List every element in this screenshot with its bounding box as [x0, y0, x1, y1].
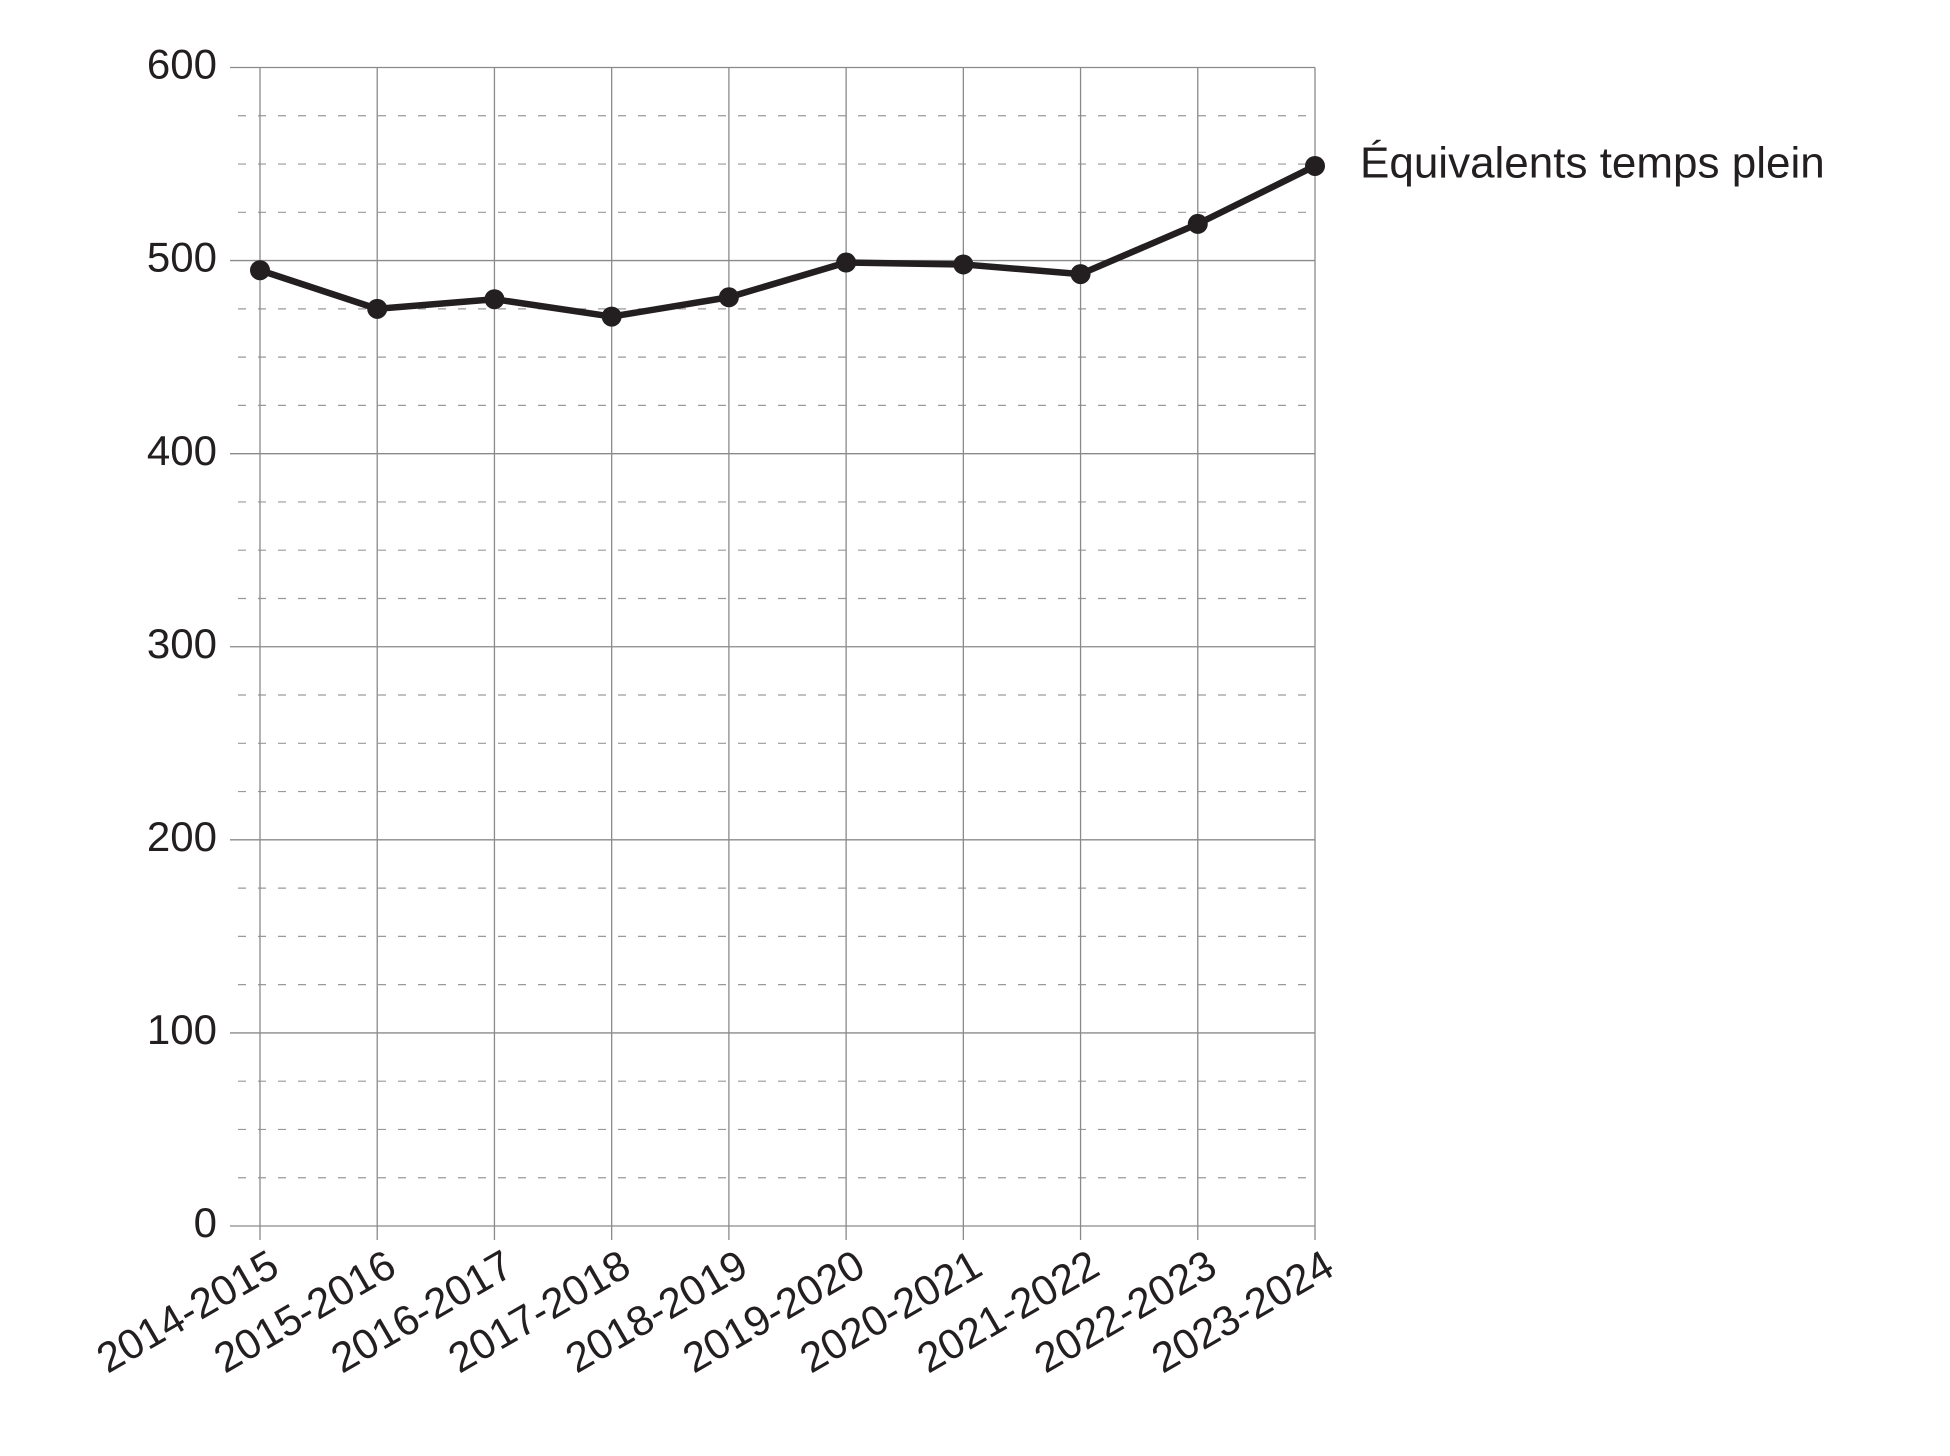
point [718, 287, 739, 308]
y-tick-label: 600 [147, 41, 217, 88]
y-tick-label: 100 [147, 1006, 217, 1053]
point [601, 306, 622, 327]
point [484, 289, 505, 310]
y-tick-label: 0 [194, 1199, 217, 1246]
point [1305, 155, 1325, 176]
point [836, 252, 857, 273]
y-tick-label: 200 [147, 813, 217, 860]
series-label: Équivalents temps plein [1360, 139, 1825, 188]
point [367, 298, 388, 319]
point [1187, 213, 1208, 234]
y-tick-label: 500 [147, 234, 217, 281]
point [953, 254, 974, 275]
y-tick-label: 300 [147, 620, 217, 667]
y-tick-label: 400 [147, 427, 217, 474]
point [250, 260, 270, 281]
point [1070, 264, 1091, 285]
series-line [258, 163, 1317, 320]
